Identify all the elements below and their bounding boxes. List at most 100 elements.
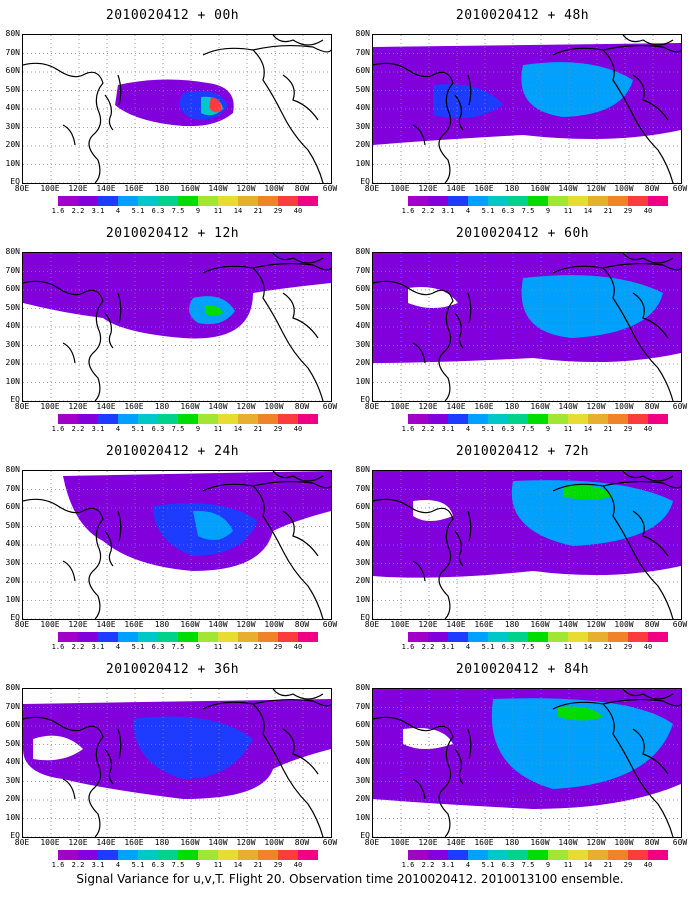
longitude-label: 120W bbox=[586, 402, 606, 411]
colorbar-label: 2.2 bbox=[421, 425, 435, 433]
coastline bbox=[454, 312, 464, 349]
latitude-label: 80N bbox=[355, 465, 370, 474]
longitude-label: 180 bbox=[504, 402, 520, 411]
longitude-label: 160E bbox=[474, 838, 494, 847]
longitude-label: 160W bbox=[530, 184, 550, 193]
colorbar-label: 21 bbox=[603, 643, 613, 651]
colorbar-swatch bbox=[138, 632, 158, 642]
colorbar-swatch bbox=[548, 632, 568, 642]
coastline bbox=[272, 253, 324, 264]
colorbar-swatch bbox=[198, 850, 218, 860]
coastline bbox=[117, 728, 122, 760]
colorbar-label: 7.5 bbox=[521, 207, 535, 215]
colorbar-swatch bbox=[218, 414, 238, 424]
variance-contour bbox=[33, 735, 83, 761]
coastline bbox=[62, 560, 76, 582]
latitude-label: 20N bbox=[355, 140, 370, 149]
colorbar-swatch bbox=[408, 414, 428, 424]
longitude-label: 160W bbox=[180, 402, 200, 411]
coastline bbox=[117, 74, 122, 106]
colorbar-label: 11 bbox=[213, 861, 223, 869]
latitude-label: EQ bbox=[10, 613, 20, 622]
latitude-label: 10N bbox=[5, 594, 20, 604]
latitude-label: 10N bbox=[355, 158, 370, 168]
colorbar-swatch bbox=[648, 196, 668, 206]
colorbar-swatch bbox=[158, 850, 178, 860]
coastline bbox=[104, 94, 114, 131]
colorbar-label: 40 bbox=[293, 207, 303, 215]
longitude-label: 80W bbox=[644, 620, 660, 629]
colorbar-label: 9 bbox=[195, 207, 201, 215]
colorbar-label: 2.2 bbox=[421, 207, 435, 215]
latitude-label: EQ bbox=[10, 831, 20, 840]
colorbar-swatch bbox=[608, 850, 628, 860]
colorbar-swatch bbox=[588, 632, 608, 642]
latitude-label: 40N bbox=[355, 321, 370, 330]
longitude-label: 80W bbox=[294, 184, 310, 193]
colorbar bbox=[408, 850, 668, 860]
latitude-label: 50N bbox=[355, 738, 370, 748]
longitude-label: 120W bbox=[586, 838, 606, 847]
colorbar-label: 2.2 bbox=[71, 643, 85, 651]
colorbar-swatch bbox=[178, 850, 198, 860]
coastline bbox=[467, 292, 472, 324]
coastline bbox=[632, 728, 669, 775]
colorbar-label: 2.2 bbox=[421, 861, 435, 869]
longitude-label: 120W bbox=[236, 838, 256, 847]
colorbar-label: 1.6 bbox=[51, 425, 65, 433]
colorbar bbox=[408, 632, 668, 642]
longitude-label: 60W bbox=[672, 184, 688, 193]
colorbar-label: 3.1 bbox=[91, 207, 105, 215]
colorbar-swatch bbox=[648, 632, 668, 642]
longitude-label: 140W bbox=[558, 620, 578, 629]
coastline bbox=[373, 498, 454, 619]
latitude-label: 60N bbox=[355, 720, 370, 729]
colorbar-swatch bbox=[278, 632, 298, 642]
longitude-label: 80W bbox=[644, 184, 660, 193]
longitude-label: 80E bbox=[364, 838, 380, 847]
colorbar-label: 5.1 bbox=[481, 425, 495, 433]
colorbar-swatch bbox=[218, 632, 238, 642]
panel-title: 2010020412 + 60h bbox=[455, 226, 590, 241]
colorbar-label: 9 bbox=[545, 207, 551, 215]
coastline bbox=[252, 44, 331, 53]
colorbar-label: 29 bbox=[623, 207, 633, 215]
colorbar-swatch bbox=[648, 414, 668, 424]
longitude-label: 100W bbox=[614, 838, 634, 847]
coastline bbox=[117, 510, 122, 542]
colorbar-swatch bbox=[448, 414, 468, 424]
colorbar-label: 3.1 bbox=[91, 425, 105, 433]
coastline bbox=[117, 292, 122, 324]
longitude-label: 100E bbox=[390, 184, 410, 193]
colorbar-label: 9 bbox=[195, 425, 201, 433]
latitude-label: 20N bbox=[355, 794, 370, 803]
colorbar-label: 1.6 bbox=[401, 207, 415, 215]
longitude-label: 120E bbox=[68, 402, 88, 411]
map-panel: 2010020412 + 48h 80N 70N 60N 50N 40N 30N 20N 10N… bbox=[350, 0, 695, 215]
colorbar bbox=[58, 632, 318, 642]
longitude-label: 180 bbox=[154, 620, 170, 629]
colorbar-swatch bbox=[528, 196, 548, 206]
longitude-label: 100W bbox=[264, 402, 284, 411]
longitude-label: 160E bbox=[474, 620, 494, 629]
coastline bbox=[282, 74, 319, 121]
coastline bbox=[552, 483, 674, 619]
colorbar-label: 1.6 bbox=[401, 425, 415, 433]
colorbar-swatch bbox=[118, 196, 138, 206]
coastline bbox=[104, 530, 114, 567]
longitude-label: 140W bbox=[208, 838, 228, 847]
latitude-label: 70N bbox=[355, 47, 370, 57]
colorbar-swatch bbox=[628, 632, 648, 642]
colorbar-swatch bbox=[568, 414, 588, 424]
colorbar-swatch bbox=[138, 850, 158, 860]
coastline bbox=[412, 778, 426, 800]
latitude-label: 80N bbox=[5, 29, 20, 38]
latitude-label: 10N bbox=[355, 812, 370, 822]
longitude-label: 100E bbox=[40, 838, 60, 847]
colorbar-label: 1.6 bbox=[51, 207, 65, 215]
colorbar-label: 11 bbox=[213, 425, 223, 433]
latitude-label: 10N bbox=[5, 158, 20, 168]
map-area bbox=[22, 252, 332, 402]
colorbar-label: 5.1 bbox=[131, 425, 145, 433]
colorbar-swatch bbox=[298, 196, 318, 206]
